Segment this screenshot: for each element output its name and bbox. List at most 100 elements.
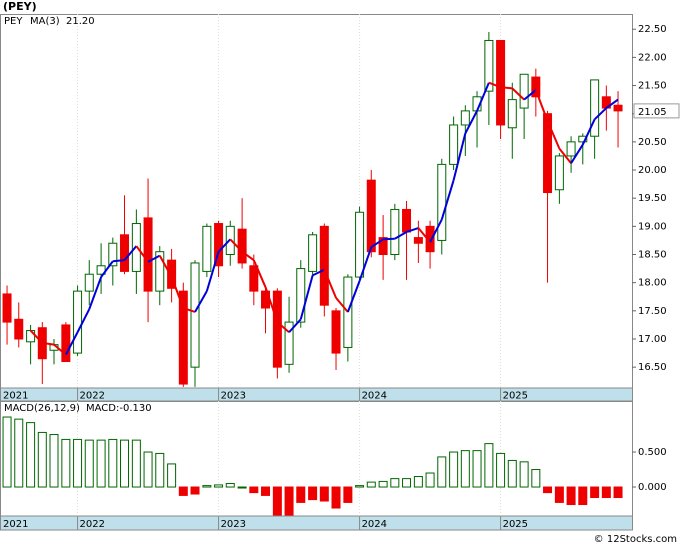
macd-bar <box>61 438 71 488</box>
legend-symbol: PEY <box>4 16 23 27</box>
macd-bar <box>178 486 188 496</box>
price-marker <box>633 103 680 119</box>
macd-bar <box>120 439 130 488</box>
candle-body <box>496 39 506 126</box>
candle-body <box>2 293 12 323</box>
candle-body <box>61 324 71 363</box>
price-marker-label: 21.05 <box>638 107 667 118</box>
y-tick-label: 17.50 <box>638 306 667 317</box>
ma-segment <box>406 227 419 233</box>
ma-segment <box>570 144 584 164</box>
candle-body <box>167 259 177 289</box>
x-tick-label: 2024 <box>362 391 387 402</box>
candle-body <box>554 155 564 191</box>
ma-segment <box>147 254 161 263</box>
ma-segment <box>170 276 185 309</box>
ma-segment <box>500 86 513 90</box>
y-tick-label: 20.00 <box>638 165 667 176</box>
candle-body <box>155 251 165 292</box>
macd-bar <box>578 486 588 506</box>
ma-segment <box>440 179 455 220</box>
candle-body <box>73 290 83 354</box>
ma-segment <box>288 318 302 333</box>
candle-body <box>613 104 623 112</box>
macd-bar <box>413 476 423 488</box>
candle-body <box>120 234 130 272</box>
macd-bar <box>249 486 259 494</box>
ma-segment <box>182 307 196 313</box>
x-start-label: 2021 <box>3 519 28 530</box>
x-tick-label: 2023 <box>221 391 246 402</box>
macd-bar <box>37 431 47 488</box>
macd-bar <box>143 451 153 488</box>
y-tick-label: 20.50 <box>638 137 667 148</box>
macd-bar <box>237 486 247 489</box>
ma-segment <box>429 219 443 243</box>
macd-bar <box>531 469 541 488</box>
macd-bar <box>14 418 24 488</box>
ma-segment <box>194 290 208 313</box>
candle-body <box>449 124 459 165</box>
candle-body <box>519 73 529 109</box>
macd-bar <box>84 439 94 488</box>
ma-segment <box>276 321 290 333</box>
macd-bar <box>390 478 400 488</box>
candle-body <box>143 217 153 292</box>
macd-bar <box>331 486 341 509</box>
candle-body <box>390 208 400 256</box>
candle-body <box>355 211 365 278</box>
y-tick-label: 18.00 <box>638 278 667 289</box>
macd-bar <box>472 450 482 488</box>
y-tick-label: 19.50 <box>638 193 667 204</box>
macd-bar <box>590 486 600 499</box>
y-tick-label: 22.00 <box>638 52 667 63</box>
macd-bar <box>190 486 200 495</box>
macd-bar <box>155 452 165 488</box>
candle-body <box>331 310 341 354</box>
ma-segment <box>135 245 149 263</box>
macd-bar <box>601 486 611 499</box>
ma-segment <box>100 260 114 278</box>
ma-segment <box>417 227 431 243</box>
macd-bar <box>543 486 553 494</box>
candle-body <box>507 99 517 129</box>
macd-bar <box>425 472 435 488</box>
ma-segment <box>217 238 231 253</box>
candle-body <box>108 242 118 267</box>
ma-segment <box>53 343 67 356</box>
macd-bar <box>26 422 36 488</box>
ma-segment <box>593 107 608 121</box>
ma-segment <box>323 269 337 299</box>
ma-segment <box>511 87 525 101</box>
candle-body <box>296 268 306 323</box>
footer: © 12Stocks.com <box>594 534 677 545</box>
legend-macd: MACD(26,12,9) <box>4 403 80 414</box>
y-tick-label: 17.00 <box>638 334 667 345</box>
ma-segment <box>123 245 138 261</box>
ma-segment <box>158 255 173 278</box>
candle-body <box>202 225 212 272</box>
ma-segment <box>464 110 478 134</box>
macd-bar <box>343 486 353 503</box>
x-tick-label: 2024 <box>362 519 387 530</box>
candle-body <box>190 262 200 368</box>
candle-body <box>543 113 553 194</box>
macd-bar <box>131 439 141 488</box>
macd-bar <box>355 485 365 488</box>
legend-ma: MA(3) <box>30 16 60 27</box>
macd-bar <box>272 486 282 516</box>
ma-segment <box>346 280 361 313</box>
x-tick-label: 2023 <box>221 519 246 530</box>
macd-bar <box>566 486 576 506</box>
plot-area <box>0 14 633 389</box>
candle-body <box>308 234 318 272</box>
legend-macd-value: MACD:-0.130 <box>86 403 152 414</box>
ma-segment <box>546 120 561 150</box>
candle-body <box>249 265 259 292</box>
candle-body <box>272 290 282 368</box>
candle-body <box>343 276 353 348</box>
ma-segment <box>252 259 267 288</box>
macd-bar <box>437 456 447 488</box>
ma-segment <box>312 268 325 277</box>
